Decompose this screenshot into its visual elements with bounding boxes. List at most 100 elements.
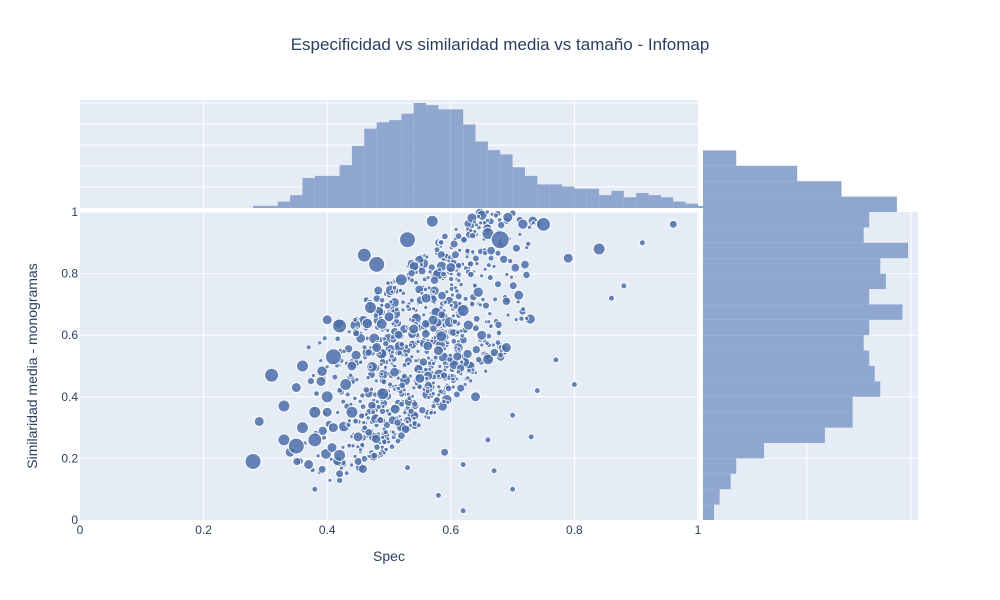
data-point bbox=[487, 254, 495, 262]
x-hist-bar bbox=[562, 186, 575, 208]
data-point bbox=[311, 485, 319, 493]
x-hist-bar bbox=[549, 184, 563, 208]
data-point bbox=[494, 280, 502, 289]
x-tick-label: 0.8 bbox=[566, 523, 583, 537]
data-point bbox=[391, 285, 398, 291]
data-point bbox=[348, 401, 354, 407]
data-point bbox=[475, 213, 481, 219]
data-point bbox=[358, 464, 368, 474]
x-hist-bar bbox=[599, 195, 612, 208]
x-hist-bar bbox=[660, 197, 674, 208]
x-hist-bar bbox=[426, 105, 439, 208]
y-hist-bar bbox=[703, 443, 764, 459]
data-point bbox=[441, 232, 449, 241]
data-point bbox=[487, 311, 493, 317]
y-marginal-histogram bbox=[703, 150, 918, 520]
data-point bbox=[440, 270, 447, 278]
data-point bbox=[361, 344, 368, 351]
data-point bbox=[500, 342, 512, 354]
data-point bbox=[413, 280, 419, 286]
data-point bbox=[318, 358, 324, 364]
data-point bbox=[432, 345, 444, 357]
data-point bbox=[456, 304, 470, 318]
data-point bbox=[324, 364, 330, 370]
data-point bbox=[424, 254, 430, 260]
data-point bbox=[389, 289, 395, 295]
data-point bbox=[486, 274, 494, 281]
data-point bbox=[448, 302, 454, 308]
data-point bbox=[460, 236, 468, 244]
data-point bbox=[398, 341, 405, 348]
data-point bbox=[430, 403, 437, 410]
data-point bbox=[295, 421, 309, 435]
data-point bbox=[305, 344, 312, 351]
data-point bbox=[382, 340, 390, 348]
y-hist-bar bbox=[703, 366, 875, 382]
data-point bbox=[422, 340, 434, 352]
data-point bbox=[358, 447, 363, 453]
data-point bbox=[525, 240, 532, 247]
data-point bbox=[435, 330, 448, 343]
data-point bbox=[400, 372, 408, 380]
data-point bbox=[389, 367, 400, 378]
data-point bbox=[474, 261, 480, 267]
data-point bbox=[459, 461, 467, 469]
data-point bbox=[373, 378, 379, 384]
data-point bbox=[475, 355, 483, 364]
data-point bbox=[352, 317, 358, 323]
data-point bbox=[418, 357, 428, 367]
x-hist-bar bbox=[413, 103, 427, 208]
data-point bbox=[407, 269, 416, 278]
x-hist-bar bbox=[401, 113, 414, 208]
data-point bbox=[484, 209, 490, 215]
data-point bbox=[404, 419, 410, 425]
data-point bbox=[371, 433, 382, 444]
data-point bbox=[358, 359, 364, 365]
data-point bbox=[492, 212, 499, 219]
data-point bbox=[469, 301, 476, 308]
y-hist-bar bbox=[703, 212, 870, 228]
data-point bbox=[376, 416, 385, 425]
data-point bbox=[436, 392, 442, 398]
data-point bbox=[451, 250, 460, 260]
data-point bbox=[509, 274, 514, 280]
data-point bbox=[456, 346, 462, 352]
data-point bbox=[512, 243, 521, 253]
data-point bbox=[440, 256, 446, 262]
data-point bbox=[380, 404, 386, 409]
data-point bbox=[383, 364, 388, 370]
y-hist-bar bbox=[703, 381, 881, 397]
data-point bbox=[253, 415, 265, 427]
data-point bbox=[346, 360, 358, 372]
x-hist-bar bbox=[327, 175, 340, 208]
data-point bbox=[442, 360, 448, 366]
data-point bbox=[444, 289, 450, 295]
data-point bbox=[620, 282, 628, 290]
data-point bbox=[352, 431, 364, 443]
data-point bbox=[454, 232, 463, 240]
data-point bbox=[433, 396, 441, 404]
data-point bbox=[378, 297, 386, 304]
data-point bbox=[383, 301, 392, 310]
data-point bbox=[454, 292, 463, 301]
x-hist-bar bbox=[673, 201, 686, 208]
data-point bbox=[377, 450, 383, 456]
data-point bbox=[346, 418, 352, 424]
data-point bbox=[393, 306, 400, 313]
data-point bbox=[472, 315, 481, 323]
data-point bbox=[277, 399, 291, 413]
data-point bbox=[426, 394, 432, 400]
data-point bbox=[468, 227, 474, 233]
x-hist-bar bbox=[302, 178, 315, 208]
data-point bbox=[509, 485, 517, 493]
data-point bbox=[379, 371, 385, 377]
data-point bbox=[349, 462, 355, 468]
x-hist-bar bbox=[487, 150, 501, 208]
y-hist-bar bbox=[703, 289, 870, 305]
y-hist-bar bbox=[703, 242, 908, 259]
data-point bbox=[345, 405, 359, 419]
data-point bbox=[449, 239, 459, 249]
data-point bbox=[320, 390, 334, 404]
x-axis-ticks: 0 0.2 0.4 0.6 0.8 1 bbox=[77, 523, 702, 537]
data-point bbox=[402, 410, 408, 416]
